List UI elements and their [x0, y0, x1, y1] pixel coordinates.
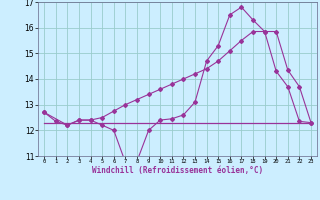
- X-axis label: Windchill (Refroidissement éolien,°C): Windchill (Refroidissement éolien,°C): [92, 166, 263, 175]
